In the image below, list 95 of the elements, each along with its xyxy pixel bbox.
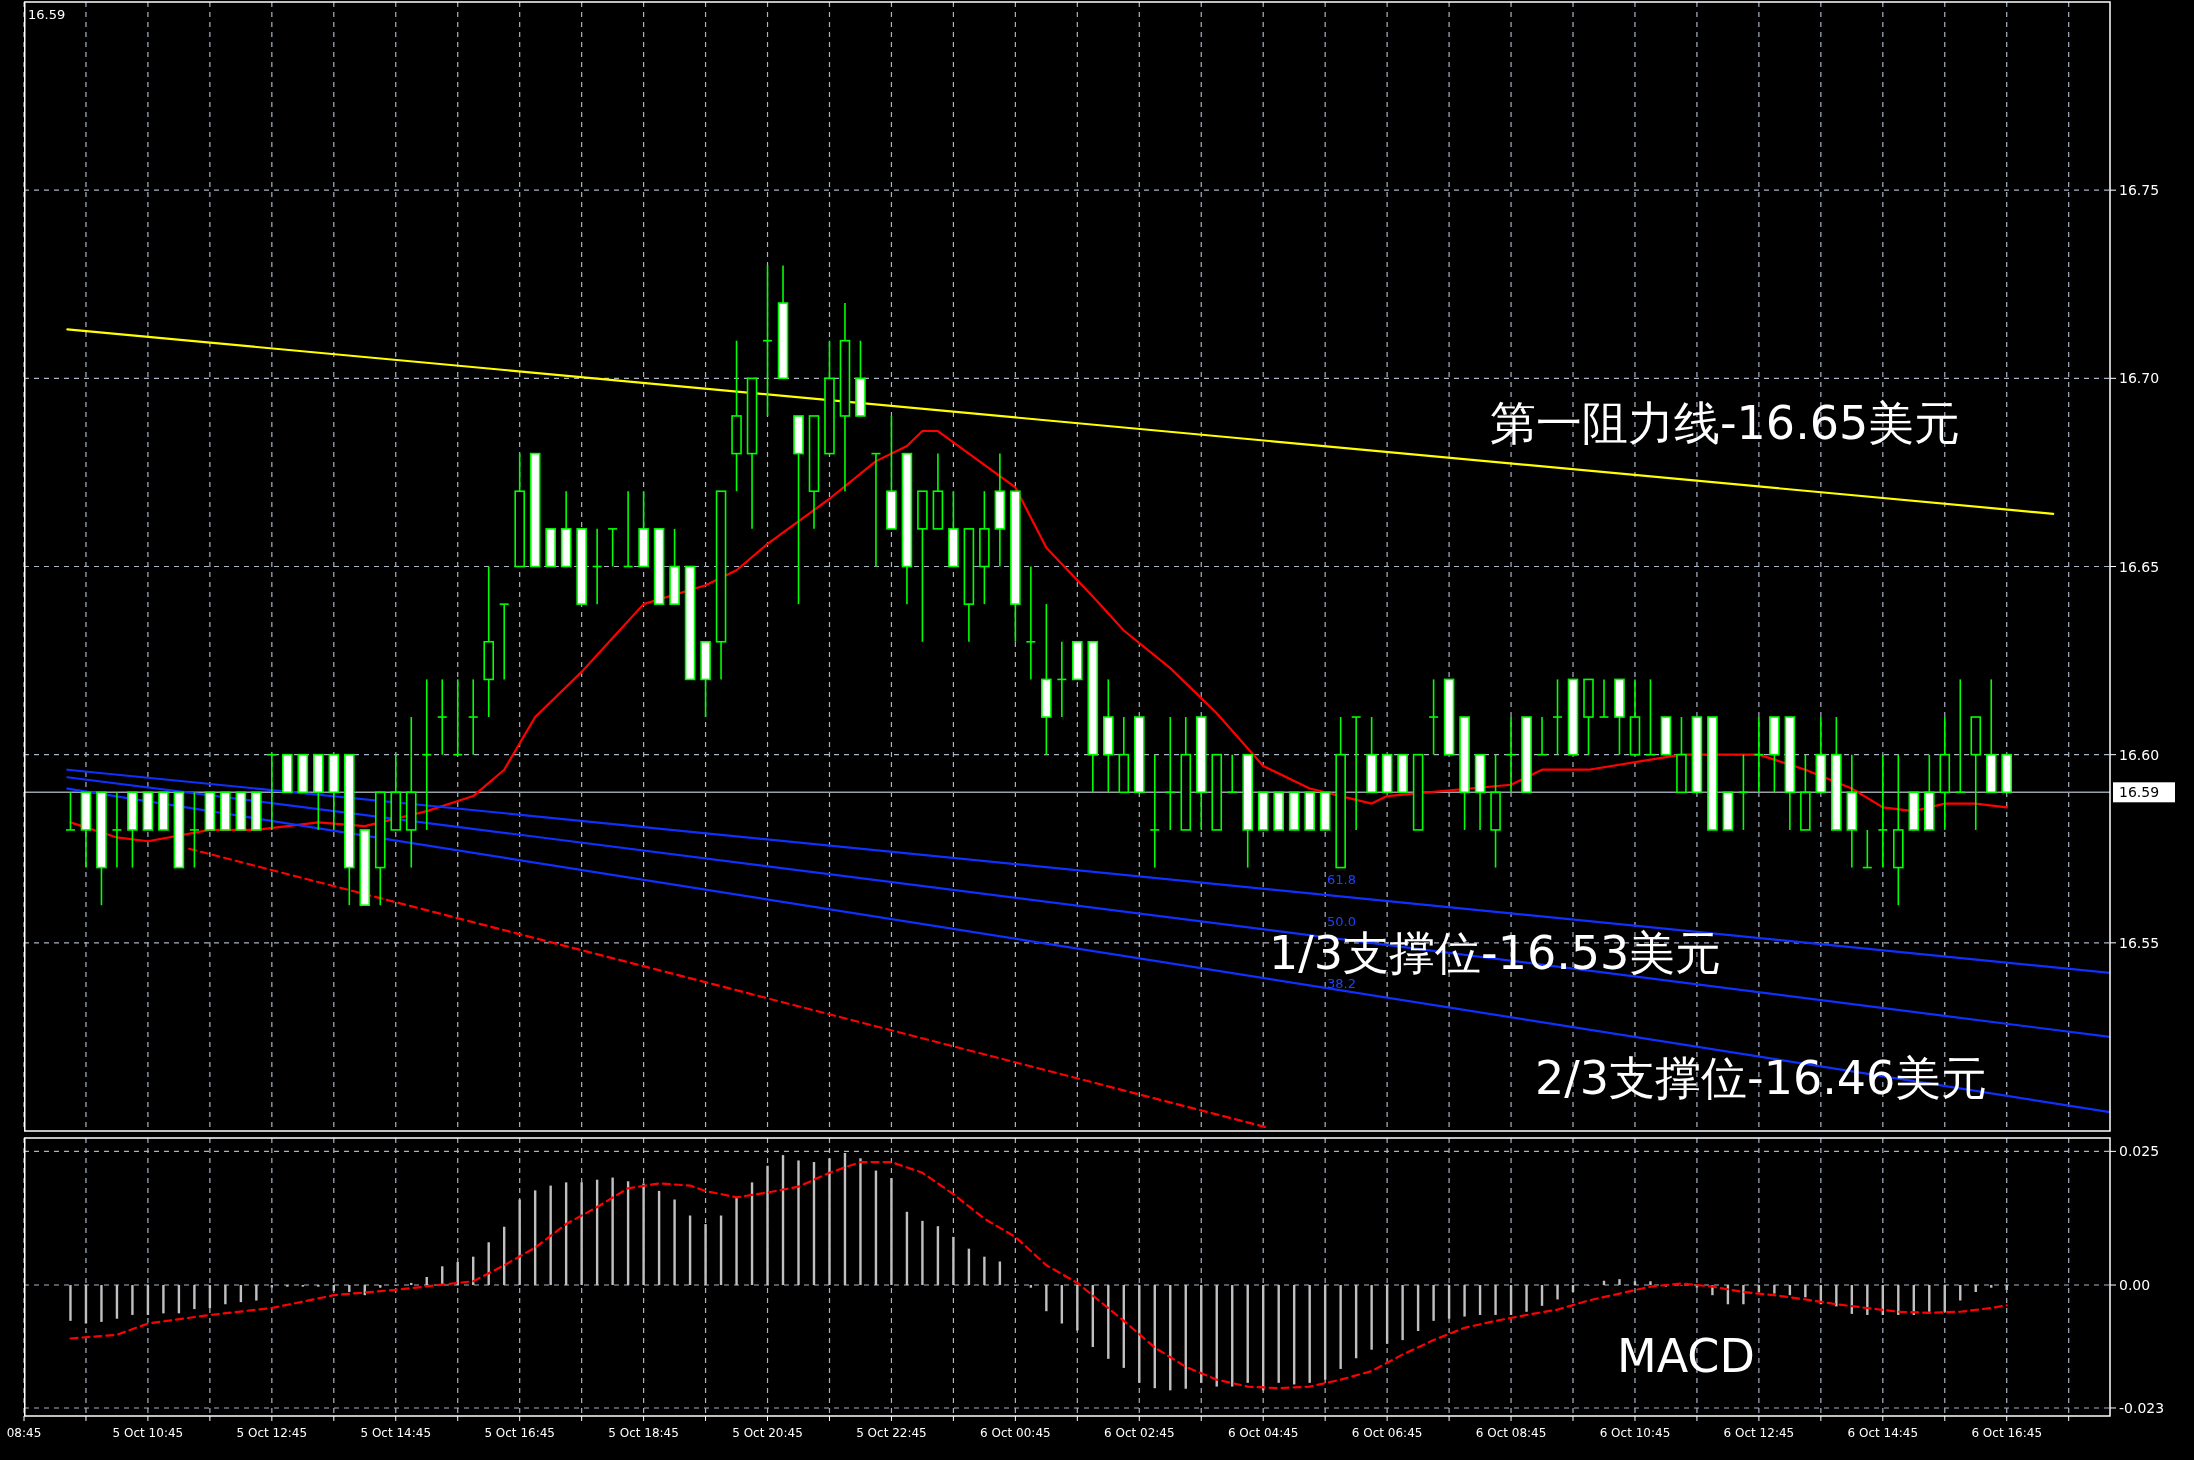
candlestick	[65, 791, 76, 831]
bar	[1463, 1285, 1466, 1317]
annotation: 38.2	[1327, 975, 1356, 991]
x-tick-label: 6 Oct 14:45	[1847, 1426, 1919, 1440]
bar	[1432, 1285, 1435, 1321]
bar	[673, 1199, 676, 1286]
annotation: MACD	[1617, 1329, 1755, 1383]
x-tick-label: 5 Oct 14:45	[360, 1426, 432, 1440]
bar	[766, 1165, 769, 1286]
bar	[921, 1220, 924, 1286]
bar	[1866, 1285, 1869, 1315]
ref-line-label: 16.59	[2119, 784, 2160, 801]
bar	[1277, 1285, 1280, 1383]
bar	[952, 1236, 955, 1286]
candlestick	[189, 791, 200, 869]
candlestick	[1025, 565, 1037, 681]
bar	[1308, 1285, 1311, 1383]
x-tick-label: 5 Oct 18:45	[608, 1426, 679, 1440]
candlestick	[1350, 716, 1362, 831]
candlestick	[1428, 678, 1439, 756]
bar	[1835, 1285, 1838, 1307]
candlestick	[1598, 678, 1610, 718]
bar	[224, 1285, 227, 1305]
x-tick-label: 08:45	[6, 1426, 42, 1440]
x-tick-label: 5 Oct 22:45	[856, 1426, 927, 1440]
x-tick-label: 6 Oct 16:45	[1971, 1426, 2043, 1440]
bar	[69, 1285, 72, 1321]
x-tick-label: 6 Oct 10:45	[1599, 1426, 1671, 1440]
x-tick-label: 6 Oct 06:45	[1351, 1426, 1423, 1440]
x-tick-label: 6 Oct 02:45	[1103, 1426, 1175, 1440]
bar	[1649, 1281, 1652, 1286]
bar	[1773, 1285, 1776, 1294]
candlestick	[1552, 678, 1563, 756]
bar	[983, 1256, 986, 1286]
bar	[1401, 1285, 1404, 1341]
bar	[1525, 1285, 1528, 1312]
annotation: 50.0	[1327, 913, 1356, 929]
bar	[1107, 1285, 1110, 1359]
candlestick	[762, 264, 773, 417]
candlestick	[467, 678, 479, 756]
bar	[642, 1183, 645, 1286]
candlestick	[436, 678, 448, 756]
bar	[1076, 1285, 1079, 1331]
bar	[735, 1197, 738, 1286]
bar	[1742, 1285, 1745, 1305]
bar	[1045, 1285, 1048, 1312]
bar	[1494, 1285, 1497, 1315]
bar	[1897, 1285, 1900, 1315]
x-tick-label: 6 Oct 12:45	[1723, 1426, 1795, 1440]
x-tick-label: 5 Oct 20:45	[732, 1426, 803, 1440]
candlestick	[607, 528, 618, 568]
bar	[549, 1185, 552, 1286]
bar	[704, 1224, 707, 1286]
annotation: 16.59	[28, 6, 66, 22]
candlestick	[111, 791, 123, 869]
bar	[1618, 1279, 1621, 1286]
bar	[828, 1158, 831, 1286]
y-tick-label: 0.025	[2119, 1143, 2160, 1160]
bar	[890, 1178, 893, 1286]
bar	[270, 1285, 274, 1288]
bar	[1339, 1285, 1342, 1369]
x-tick-label: 6 Oct 00:45	[980, 1426, 1051, 1440]
bar	[1556, 1285, 1559, 1300]
x-tick-label: 6 Oct 08:45	[1475, 1426, 1547, 1440]
bar	[859, 1158, 862, 1286]
candlestick	[498, 603, 510, 681]
bar	[100, 1285, 103, 1322]
bar	[255, 1285, 258, 1301]
candlestick	[1149, 753, 1161, 869]
bar	[518, 1199, 521, 1286]
y-tick-label: 16.60	[2119, 746, 2160, 763]
y-tick-label: 0.00	[2119, 1277, 2151, 1294]
y-tick-label: 16.75	[2119, 182, 2160, 199]
bar	[1029, 1285, 1033, 1288]
bar	[162, 1285, 165, 1314]
y-tick-label: 16.55	[2119, 934, 2160, 951]
x-tick-label: 5 Oct 16:45	[484, 1426, 555, 1440]
bar	[1804, 1285, 1807, 1298]
x-tick-label: 5 Oct 12:45	[236, 1426, 308, 1440]
bar	[131, 1285, 134, 1315]
candlestick	[1877, 753, 1889, 869]
bar	[1990, 1285, 1993, 1288]
y-tick-label: 16.65	[2119, 558, 2160, 575]
annotation: 第一阻力线-16.65美元	[1490, 396, 1961, 450]
y-tick-label: -0.023	[2119, 1399, 2165, 1416]
y-tick-label: 16.70	[2119, 370, 2160, 387]
bar	[1370, 1285, 1373, 1350]
annotation: 61.8	[1327, 871, 1356, 887]
x-tick-label: 5 Oct 10:45	[112, 1426, 184, 1440]
bar	[797, 1160, 800, 1286]
x-tick-label: 6 Oct 04:45	[1227, 1426, 1299, 1440]
bar	[379, 1285, 382, 1288]
bar	[580, 1182, 583, 1286]
bar	[193, 1285, 196, 1310]
bar	[611, 1177, 614, 1286]
